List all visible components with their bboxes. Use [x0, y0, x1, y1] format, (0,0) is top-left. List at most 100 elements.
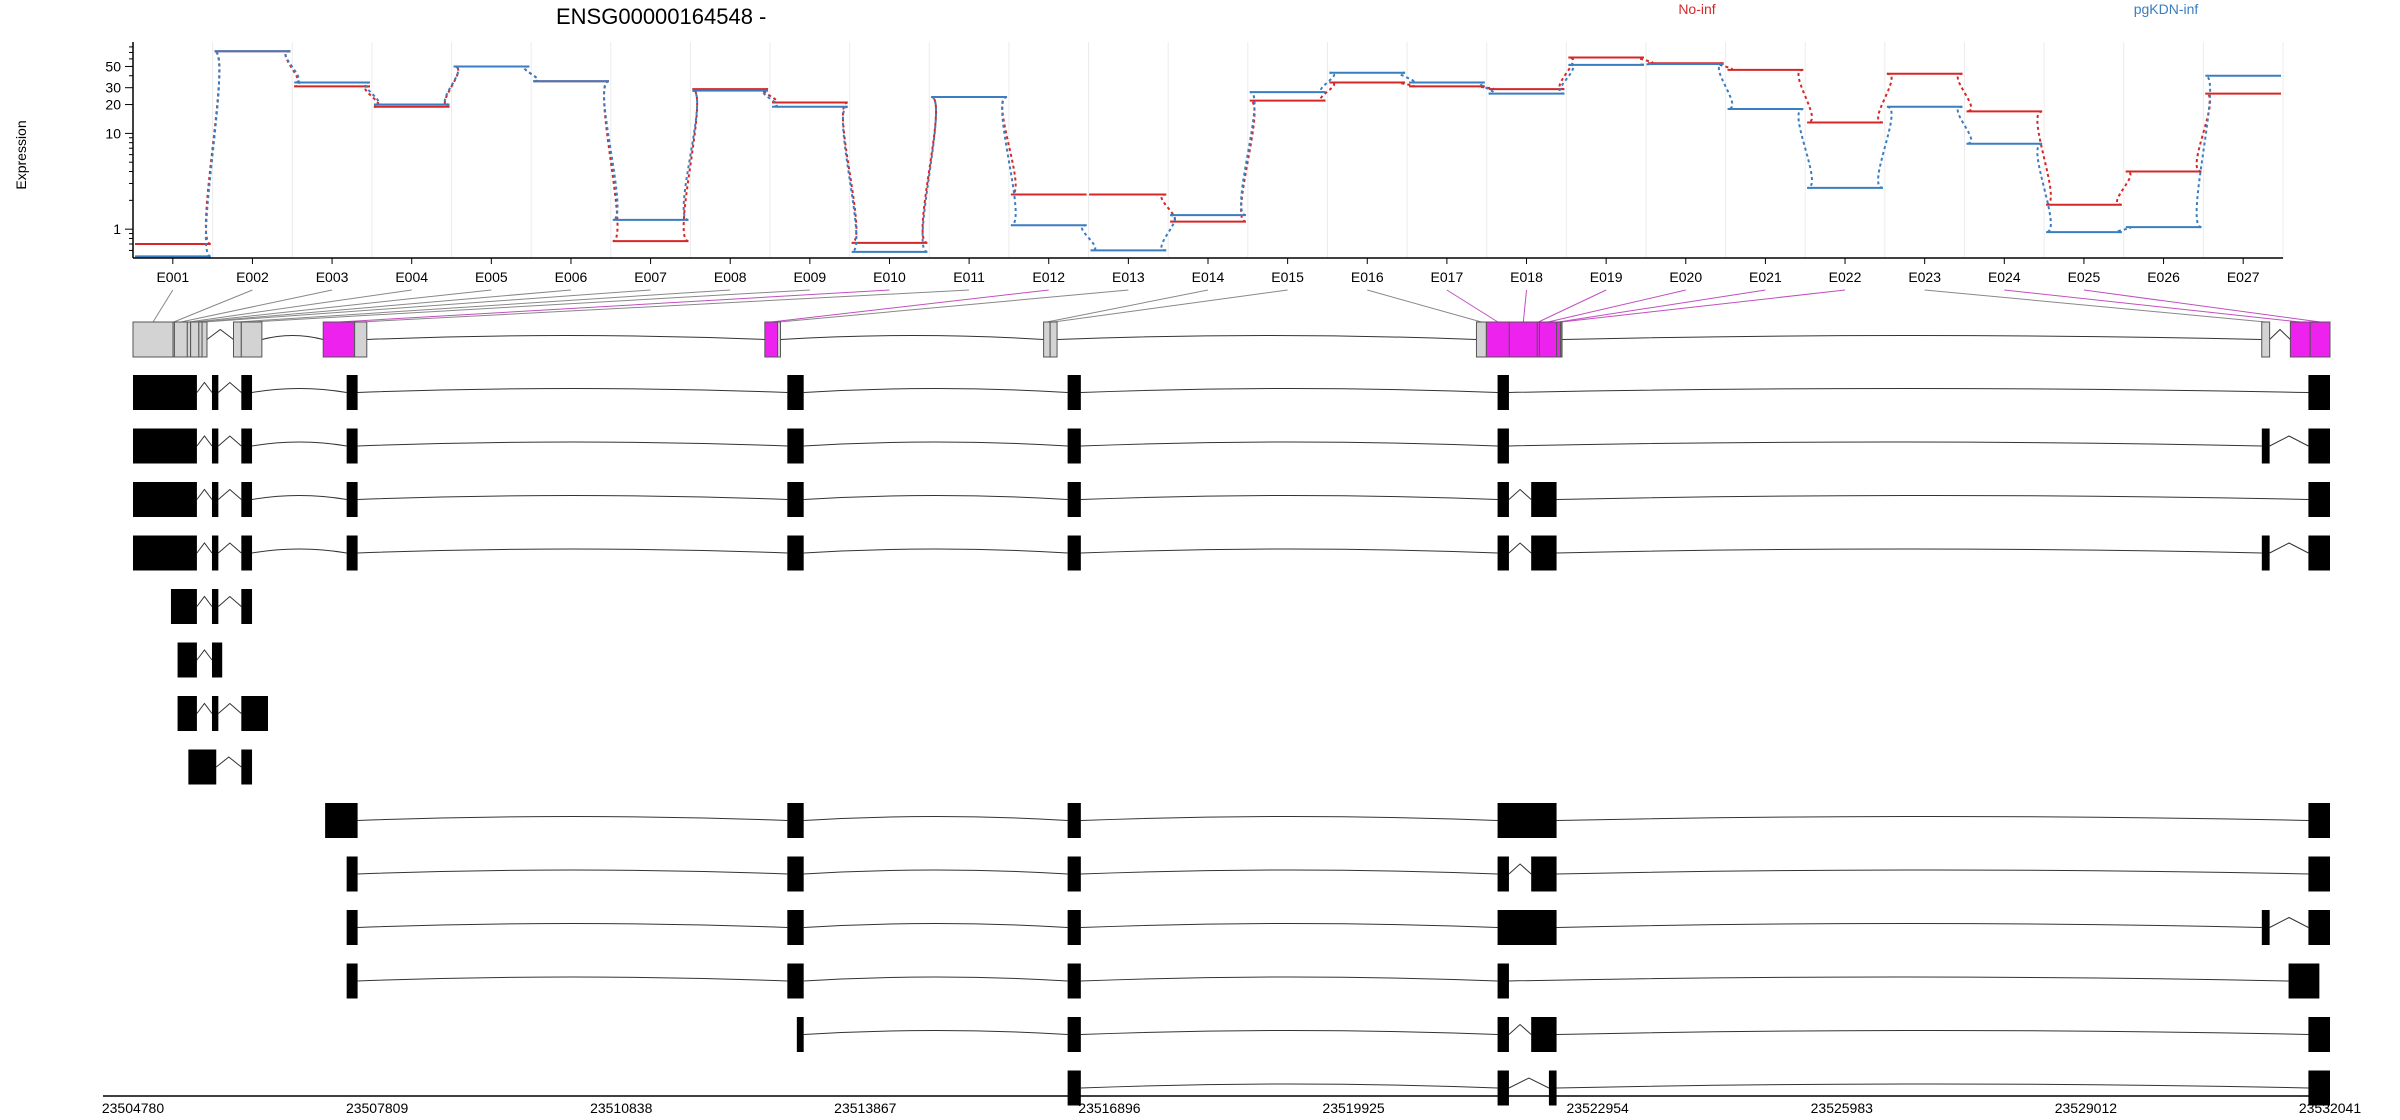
transition-E021 — [1797, 68, 1813, 124]
exon — [2288, 963, 2320, 999]
intron — [1508, 863, 1532, 875]
intron — [803, 869, 1068, 875]
intron — [1508, 1023, 1532, 1035]
exon-label-E023: E023 — [1908, 269, 1941, 285]
exon — [1067, 1017, 1081, 1052]
genomic-tick-label: 23510838 — [590, 1100, 653, 1116]
exon — [2261, 910, 2270, 945]
exon — [787, 482, 804, 517]
connector-E009 — [251, 289, 810, 323]
genomic-tick-label: 23522954 — [1567, 1100, 1630, 1116]
intron — [357, 495, 788, 500]
exon-bin-E020 — [1538, 321, 1558, 358]
exon — [133, 535, 197, 571]
exon-label-E002: E002 — [236, 269, 269, 285]
series-lines — [135, 50, 2281, 258]
genomic-tick-label: 23504780 — [102, 1100, 165, 1116]
connector-E010 — [338, 289, 890, 323]
transition-E004 — [443, 65, 460, 108]
exon — [787, 428, 804, 464]
transition-E009 — [841, 105, 858, 253]
exon-label-E027: E027 — [2227, 269, 2260, 285]
exon — [2308, 375, 2330, 410]
exon — [346, 910, 358, 945]
intron — [1508, 488, 1532, 500]
intron — [1080, 441, 1498, 447]
exon-bin-E005 — [190, 321, 200, 358]
exon — [241, 696, 268, 731]
exon-label-E013: E013 — [1112, 269, 1145, 285]
exon — [2308, 535, 2330, 571]
exon — [211, 375, 219, 410]
exon-bin-E012 — [764, 321, 779, 358]
exon — [1067, 856, 1081, 892]
exon-label-E007: E007 — [634, 269, 667, 285]
intron — [196, 595, 213, 607]
intron — [218, 381, 242, 393]
transcript-3 — [133, 482, 2330, 517]
intron — [251, 495, 347, 500]
transition-E014 — [1240, 99, 1256, 223]
exon — [177, 696, 197, 731]
exon-bin-E008 — [232, 321, 242, 358]
exon — [1497, 910, 1557, 945]
transcript-12 — [346, 963, 2320, 999]
transition-E014 — [1240, 91, 1256, 217]
exon — [1067, 803, 1081, 838]
exon — [133, 482, 197, 517]
y-tick-label: 50 — [105, 58, 121, 74]
exon — [796, 1017, 804, 1052]
exon-bin-E023 — [2261, 321, 2271, 358]
exon — [211, 535, 219, 571]
transition-E023 — [1956, 72, 1973, 113]
transition-E024 — [2036, 110, 2052, 206]
intron — [357, 816, 788, 821]
intron — [196, 542, 213, 554]
genomic-tick-label: 23525983 — [1811, 1100, 1874, 1116]
connector-E008 — [237, 289, 731, 323]
exon — [346, 375, 358, 410]
transcript-2 — [133, 428, 2330, 464]
exon — [787, 375, 804, 410]
exon — [170, 589, 197, 624]
transcript-11 — [346, 910, 2330, 945]
transcript-5 — [170, 589, 253, 624]
exon-label-E009: E009 — [794, 269, 827, 285]
exon — [177, 642, 197, 678]
exon-label-E024: E024 — [1988, 269, 2021, 285]
transition-E023 — [1956, 105, 1973, 145]
y-axis-label: Expression — [13, 120, 29, 189]
connector-E011 — [360, 289, 970, 323]
transcript-14 — [1067, 1070, 2330, 1106]
transition-E016 — [1399, 71, 1415, 84]
exon — [133, 428, 197, 464]
intron — [1080, 1083, 1498, 1089]
bin-intron — [2269, 328, 2291, 340]
intron — [218, 542, 242, 554]
transcript-1 — [133, 375, 2330, 410]
exon — [1531, 535, 1557, 571]
exon — [1497, 856, 1509, 892]
intron — [1556, 816, 2309, 821]
exon — [1497, 1017, 1509, 1052]
genomic-tick-label: 23532041 — [2299, 1100, 2362, 1116]
exon-label-E006: E006 — [555, 269, 588, 285]
transcript-10 — [346, 856, 2330, 892]
bin-intron — [366, 335, 765, 340]
connector-E006 — [200, 289, 572, 323]
exon-bin-E022 — [1560, 321, 1563, 358]
intron — [1556, 548, 2262, 554]
transition-E013 — [1160, 193, 1176, 223]
connector-E013 — [778, 289, 1129, 323]
connector-E012 — [771, 289, 1049, 323]
intron — [251, 388, 347, 393]
transition-E017 — [1479, 81, 1495, 95]
exon — [211, 696, 219, 731]
transcript-8 — [188, 749, 253, 785]
connector-E021 — [1558, 289, 1766, 323]
intron — [1508, 441, 2262, 447]
exon-label-E010: E010 — [873, 269, 906, 285]
exon-bin-E011 — [354, 321, 368, 358]
exon — [2308, 482, 2330, 517]
exon — [1497, 803, 1557, 838]
